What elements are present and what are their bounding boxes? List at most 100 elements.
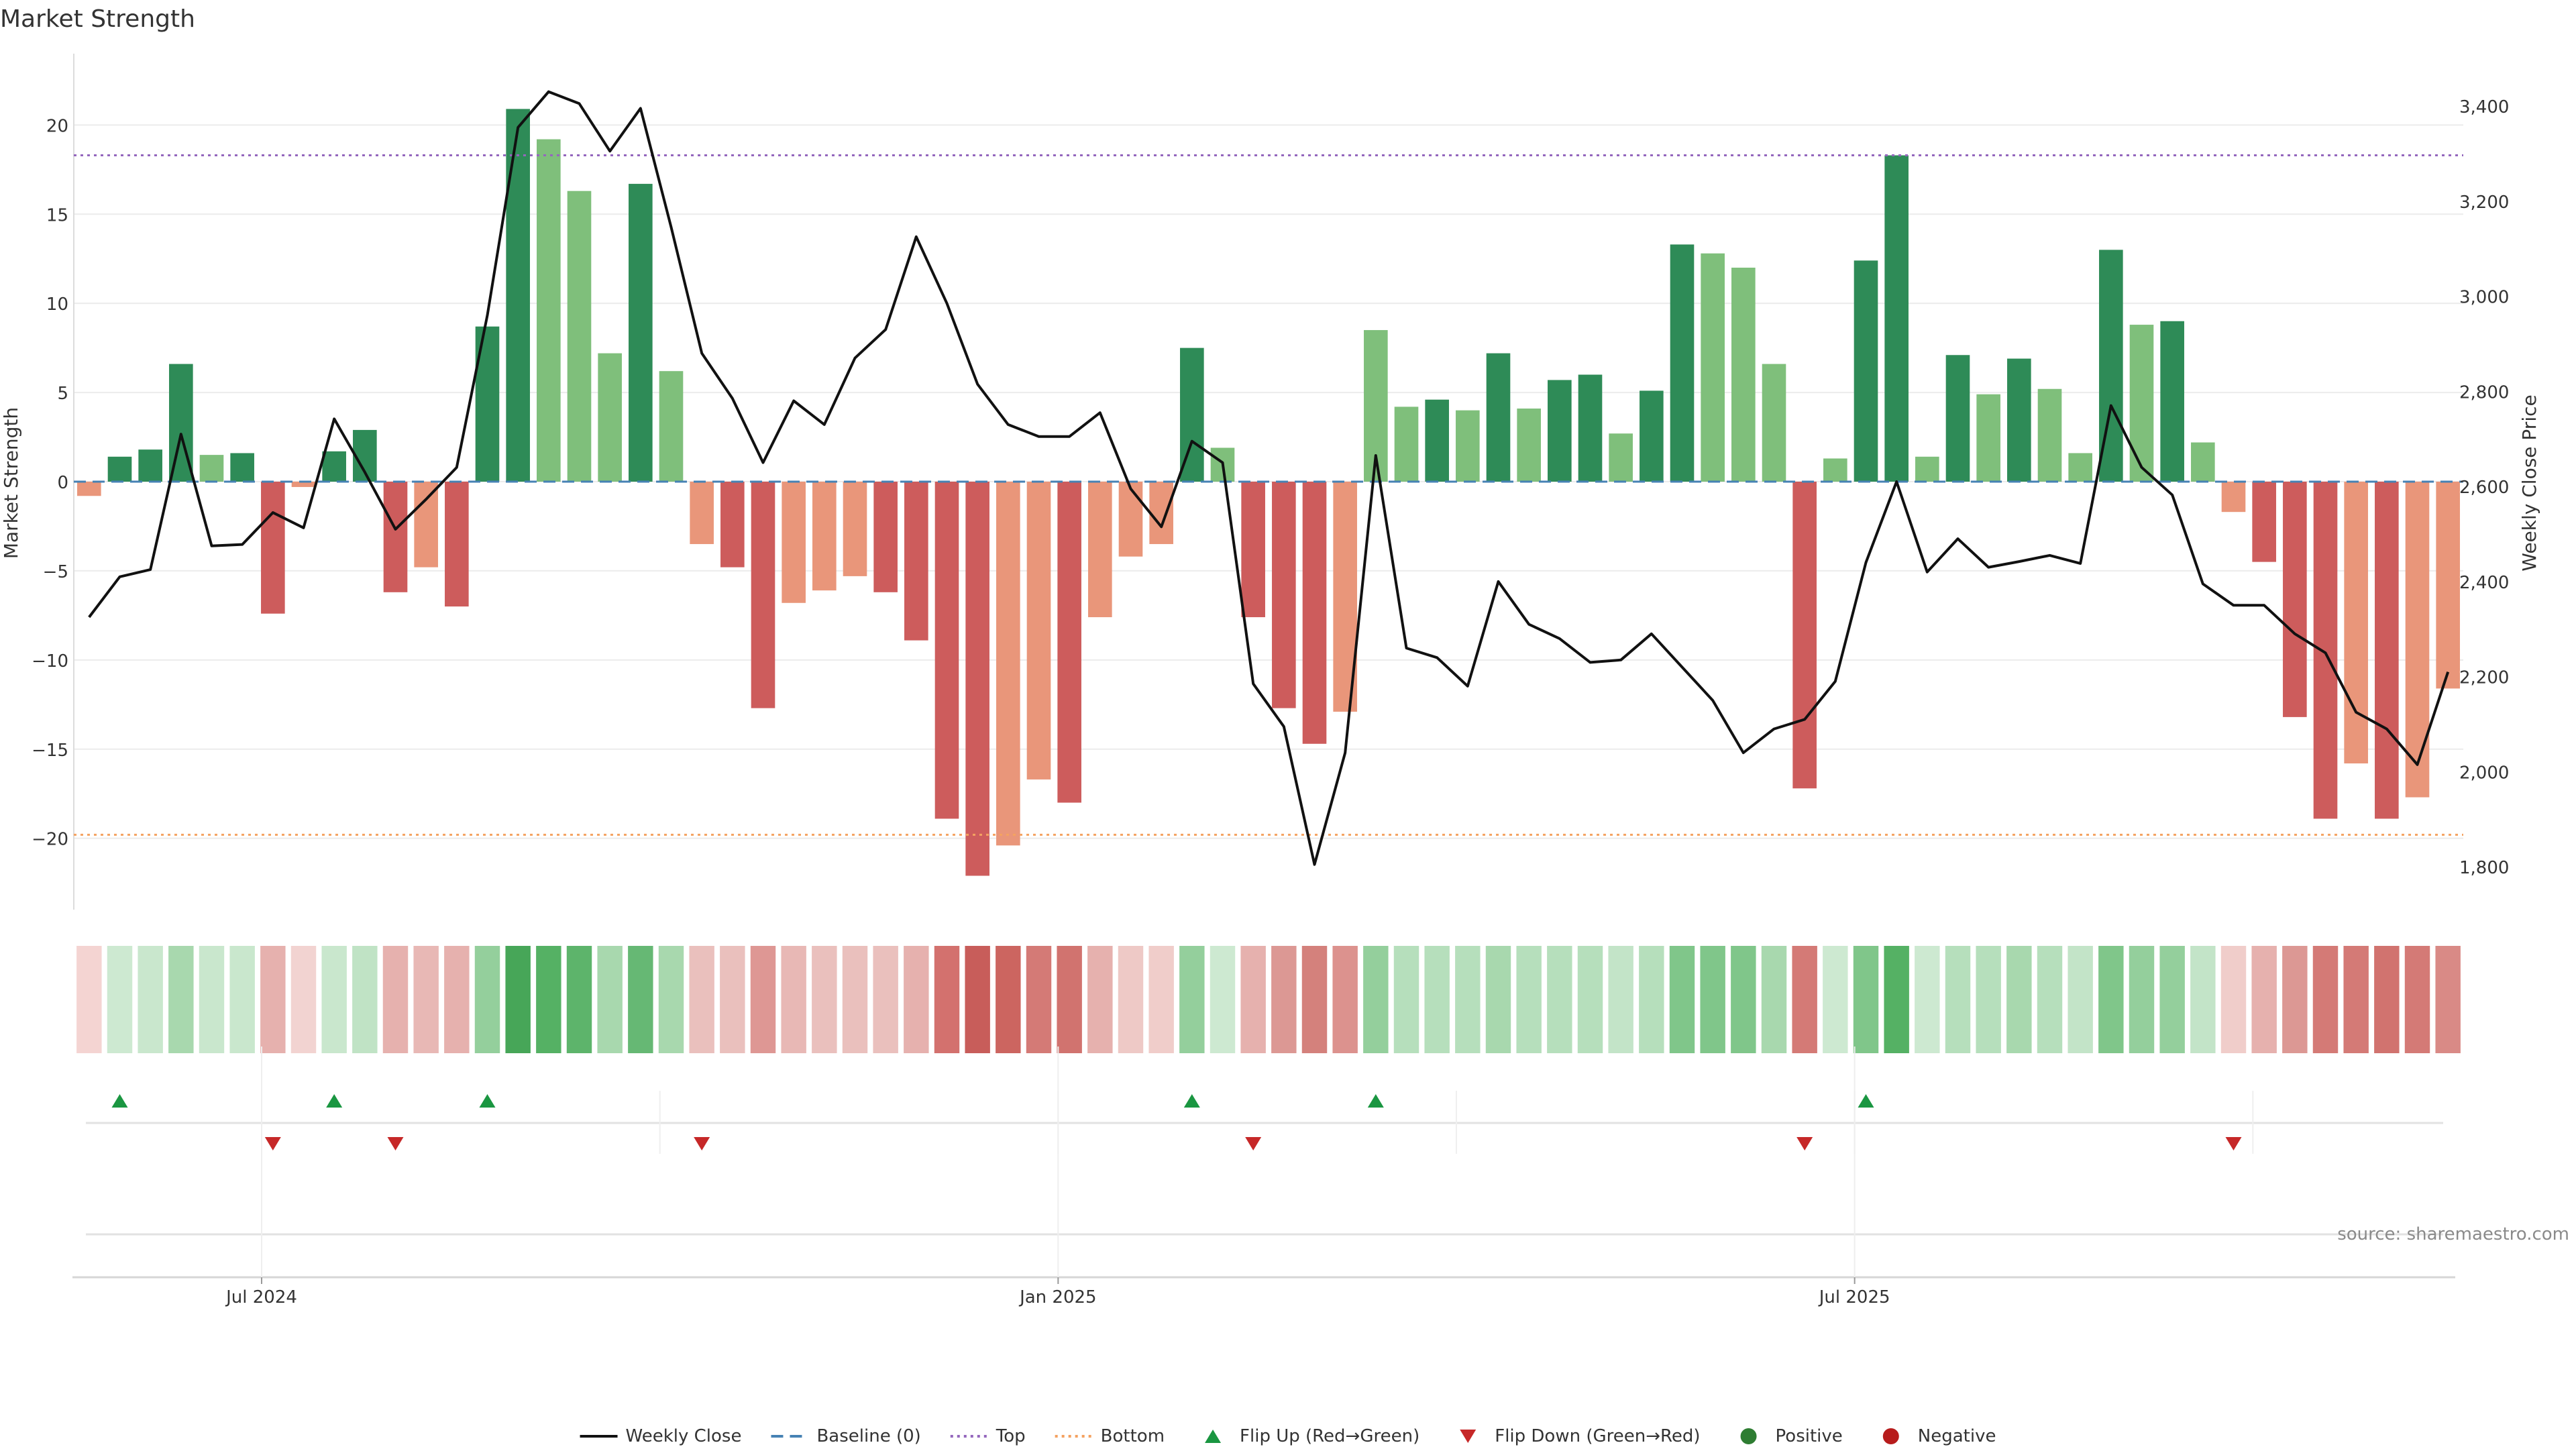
y2-tick-label: 1,800 [2459,858,2509,878]
negative-strength-bar [2436,482,2460,689]
positive-strength-bar [1670,244,1695,482]
heat-cell [2220,946,2247,1053]
heat-cell [1240,946,1266,1053]
y2-axis-label: Weekly Close Price [2518,394,2540,571]
heat-cell [2312,946,2339,1053]
heat-cell [1301,946,1328,1053]
heat-cell [1884,946,1909,1053]
heat-cell [2190,946,2216,1053]
chart-title: Market Strength [0,5,195,33]
positive-strength-bar [475,326,500,482]
heat-cell [934,946,960,1053]
negative-strength-bar [2252,482,2276,562]
y-tick-label: 5 [57,384,68,404]
positive-strength-bar [1394,407,1419,482]
heat-cell [138,946,163,1053]
y2-tick-label: 2,200 [2459,668,2509,688]
heat-cell [168,946,194,1053]
positive-strength-bar [506,109,530,482]
positive-strength-bar [199,455,224,482]
y2-tick-label: 3,400 [2459,97,2509,117]
heat-cell [1455,946,1481,1053]
flip-down-marker [264,1137,281,1150]
y-tick-label: 10 [46,294,68,315]
x-tick-label: Jul 2025 [1818,1287,1890,1307]
heat-cell [199,946,225,1053]
heat-cell [1210,946,1236,1053]
heat-cell [597,946,623,1053]
positive-strength-bar [1609,433,1633,482]
positive-strength-bar [1762,364,1786,482]
heat-cell [750,946,776,1053]
heat-cell [1485,946,1511,1053]
heat-cell [2374,946,2400,1053]
heat-cell [474,946,500,1053]
positive-strength-bar [1456,410,1480,482]
positive-strength-bar [2129,325,2154,482]
legend-label: Positive [1776,1426,1843,1446]
heat-cell [842,946,868,1053]
positive-strength-bar [2037,388,2062,482]
positive-strength-bar [1578,374,1603,482]
negative-strength-bar [414,482,438,568]
heat-cell [1608,946,1633,1053]
negative-strength-bar [291,482,316,487]
negative-strength-bar [2313,482,2338,819]
negative-strength-bar [1026,482,1051,780]
negative-strength-bar [873,482,898,592]
legend-flip-down-swatch [1460,1430,1477,1443]
heat-cell [2129,946,2155,1053]
heat-cell [965,946,990,1053]
positive-strength-bar [537,139,561,482]
negative-strength-bar [965,482,989,876]
heat-cell [1761,946,1787,1053]
positive-strength-bar [1976,394,2000,482]
heat-cell [2251,946,2277,1053]
strength-heat-strip [76,946,2461,1053]
positive-strength-bar [1486,353,1511,482]
flip-down-marker [387,1137,404,1150]
legend-flip-up-swatch [1205,1430,1222,1443]
flip-up-marker [1858,1094,1874,1108]
heat-cell [1853,946,1879,1053]
legend: Weekly Close Baseline (0) Top Bottom Flip Up… [580,1426,1996,1446]
flip-down-marker [2225,1137,2242,1150]
flip-up-marker [479,1094,496,1108]
positive-strength-bar [1548,380,1572,482]
heat-cell [2068,946,2093,1053]
heat-cell [1577,946,1603,1053]
negative-strength-bar [782,482,806,603]
positive-strength-bar [1884,155,1909,482]
heat-cell [1271,946,1297,1053]
positive-strength-bar [138,449,162,482]
y2-tick-label: 3,000 [2459,288,2509,308]
legend-label: Negative [1918,1426,1996,1446]
y-tick-label: −15 [32,741,68,761]
negative-strength-bar [383,482,408,592]
legend-negative-swatch [1882,1428,1899,1444]
negative-strength-bar [1057,482,1081,803]
negative-strength-bar [2344,482,2368,764]
negative-strength-bar [1149,482,1173,545]
positive-strength-bar [1701,253,1725,482]
heat-cell [1148,946,1174,1053]
positive-strength-bar [2068,453,2092,482]
negative-strength-bar [690,482,714,545]
negative-strength-bar [904,482,928,641]
heat-cell [996,946,1021,1053]
negative-strength-bar [1302,482,1327,744]
legend-label: Top [996,1426,1026,1446]
heat-cell [1639,946,1664,1053]
negative-strength-bar [1272,482,1296,708]
heat-cell [1363,946,1389,1053]
negative-strength-bar [720,482,745,568]
flip-up-marker [1183,1094,1200,1108]
legend-label: Baseline (0) [816,1426,920,1446]
flip-markers-panel [86,1091,2443,1236]
legend-label: Bottom [1101,1426,1165,1446]
heat-cell [413,946,439,1053]
heat-cell [781,946,806,1053]
negative-strength-bar [1792,482,1817,789]
y2-tick-label: 3,200 [2459,193,2509,213]
